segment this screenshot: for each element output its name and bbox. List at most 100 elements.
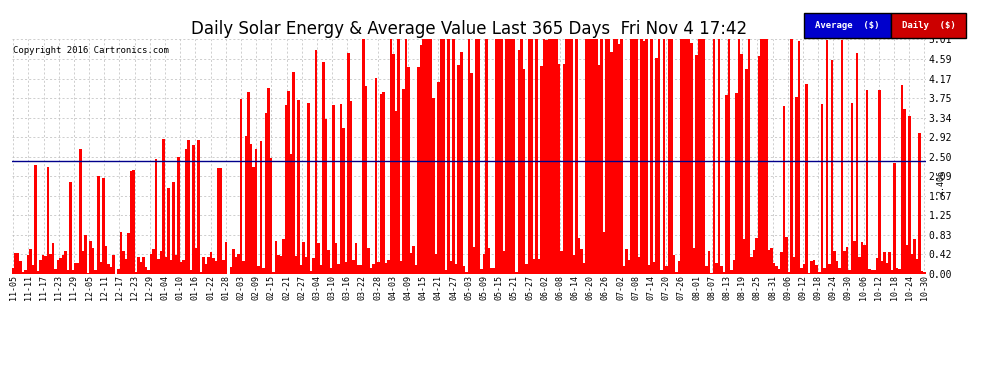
Bar [72, 270, 74, 274]
Bar [780, 252, 783, 274]
Bar [125, 260, 127, 274]
Bar [323, 63, 325, 274]
Bar [550, 39, 552, 274]
Bar [117, 269, 120, 274]
Bar [865, 90, 868, 274]
Bar [465, 272, 467, 274]
Bar [645, 39, 647, 274]
Bar [132, 170, 135, 274]
Bar [248, 92, 249, 274]
Bar [438, 82, 440, 274]
Bar [528, 39, 530, 274]
Bar [618, 44, 620, 274]
Bar [375, 78, 377, 274]
Bar [838, 268, 841, 274]
Bar [51, 243, 54, 274]
Bar [74, 263, 77, 274]
Bar [452, 39, 455, 274]
Bar [310, 271, 312, 274]
Bar [275, 241, 277, 274]
Bar [269, 158, 272, 274]
Bar [430, 39, 433, 274]
Bar [613, 39, 615, 274]
Bar [120, 232, 122, 274]
Bar [205, 264, 207, 274]
Bar [410, 254, 413, 274]
Bar [806, 84, 808, 274]
Bar [84, 235, 87, 274]
Bar [35, 165, 37, 274]
Bar [97, 176, 100, 274]
Bar [541, 66, 543, 274]
Bar [107, 264, 110, 274]
Bar [174, 255, 177, 274]
Bar [202, 256, 205, 274]
Bar [352, 260, 354, 274]
Bar [455, 264, 457, 274]
Bar [533, 259, 536, 274]
Bar [688, 39, 690, 274]
Bar [67, 270, 69, 274]
Bar [708, 251, 711, 274]
Bar [652, 262, 655, 274]
Bar [668, 39, 670, 274]
Bar [738, 39, 741, 274]
Bar [750, 257, 753, 274]
Bar [813, 260, 816, 274]
Bar [167, 188, 169, 274]
Bar [595, 39, 598, 274]
Bar [590, 39, 593, 274]
Bar [841, 40, 843, 274]
Bar [665, 266, 668, 274]
Bar [775, 266, 778, 274]
Bar [349, 102, 352, 274]
Bar [733, 260, 736, 274]
Bar [100, 262, 102, 274]
Bar [200, 272, 202, 274]
Bar [177, 157, 179, 274]
Bar [583, 262, 585, 274]
Bar [560, 251, 562, 274]
Bar [680, 39, 683, 274]
Bar [345, 262, 347, 274]
Bar [785, 237, 788, 274]
Bar [172, 182, 174, 274]
Bar [798, 40, 801, 274]
Bar [821, 104, 823, 274]
Bar [783, 106, 785, 274]
Bar [567, 39, 570, 274]
Bar [222, 260, 225, 274]
Bar [770, 248, 773, 274]
Bar [140, 262, 142, 274]
Bar [823, 267, 826, 274]
Bar [380, 94, 382, 274]
Bar [312, 258, 315, 274]
Bar [20, 261, 22, 274]
Bar [110, 267, 112, 274]
Bar [42, 255, 45, 274]
Bar [252, 167, 254, 274]
Bar [94, 270, 97, 274]
Bar [880, 261, 883, 274]
Bar [703, 39, 705, 274]
Bar [362, 39, 365, 274]
Bar [164, 257, 167, 274]
Bar [547, 39, 550, 274]
Bar [300, 266, 302, 274]
Bar [693, 248, 695, 274]
Bar [498, 39, 500, 274]
Bar [295, 256, 297, 274]
Bar [367, 248, 370, 274]
Bar [742, 239, 745, 274]
Bar [700, 39, 703, 274]
Bar [518, 50, 520, 274]
Bar [831, 60, 833, 274]
Bar [848, 270, 850, 274]
Bar [500, 39, 503, 274]
Bar [179, 261, 182, 274]
Bar [30, 249, 32, 274]
Bar [818, 272, 821, 274]
Bar [462, 266, 465, 274]
Bar [728, 39, 731, 274]
Bar [292, 72, 295, 274]
